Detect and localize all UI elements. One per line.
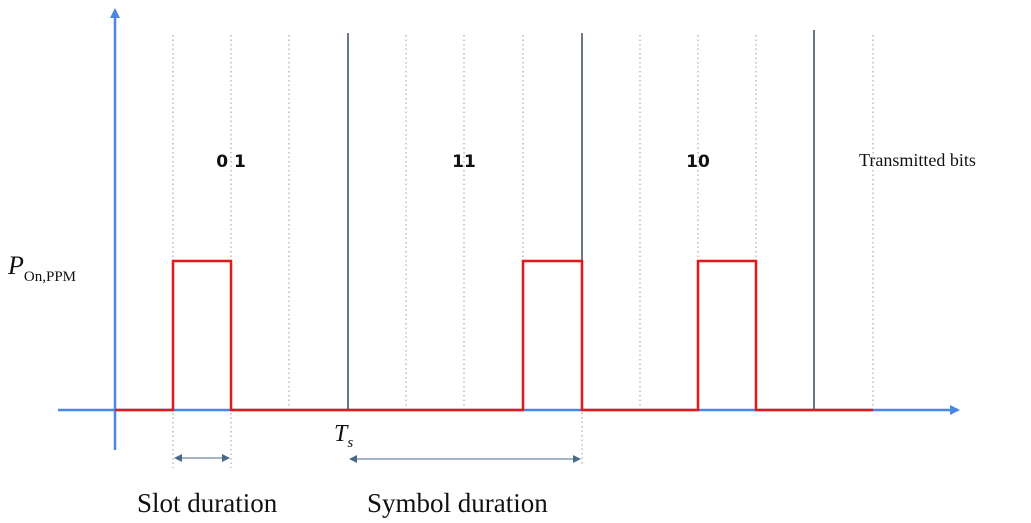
power-level-label: POn,PPM (7, 251, 76, 285)
ts-label-symbol: T (334, 421, 349, 447)
bit-label-symbol-2: 11 (452, 152, 476, 172)
transmitted-bits-label: Transmitted bits (859, 150, 976, 170)
ts-label-subscript: s (347, 435, 353, 451)
power-label-subscript: On,PPM (24, 269, 76, 285)
symbol-duration-label: Symbol duration (367, 488, 548, 518)
ppm-signal (115, 259, 873, 412)
bit-label-symbol-1: 0 1 (216, 152, 246, 172)
slot-duration-label: Slot duration (137, 488, 278, 518)
power-label-symbol: P (7, 251, 24, 280)
bit-label-symbol-3: 10 (686, 152, 710, 172)
symbol-period-label: Ts (334, 421, 353, 451)
